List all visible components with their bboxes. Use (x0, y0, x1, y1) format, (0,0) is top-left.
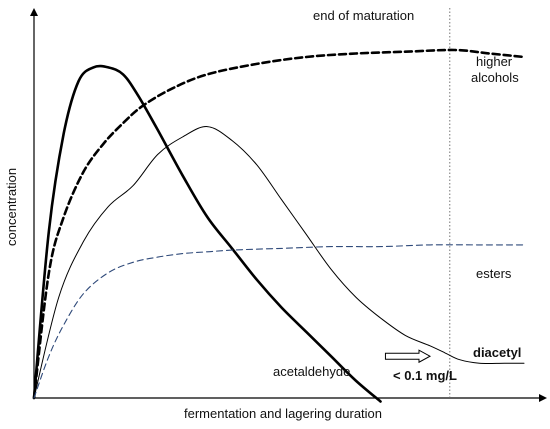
series-label-diacetyl: diacetyl (473, 345, 521, 360)
series-label-higher-alcohols-1: higher (476, 54, 513, 69)
series-line-acetaldehyde (32, 64, 382, 403)
x-axis-label: fermentation and lagering duration (184, 406, 382, 421)
series-line-higher-alcohols (32, 48, 526, 400)
y-axis-label: concentration (4, 168, 19, 246)
series-label-higher-alcohols-2: alcohols (471, 70, 519, 85)
series-label-esters: esters (476, 266, 512, 281)
series-line-diacetyl (33, 126, 525, 399)
series-layer (32, 48, 526, 403)
end-of-maturation-label: end of maturation (313, 8, 414, 23)
threshold-label: < 0.1 mg/L (393, 368, 457, 383)
series-label-acetaldehyde: acetaldehyde (273, 364, 350, 379)
threshold-arrow (384, 349, 432, 364)
